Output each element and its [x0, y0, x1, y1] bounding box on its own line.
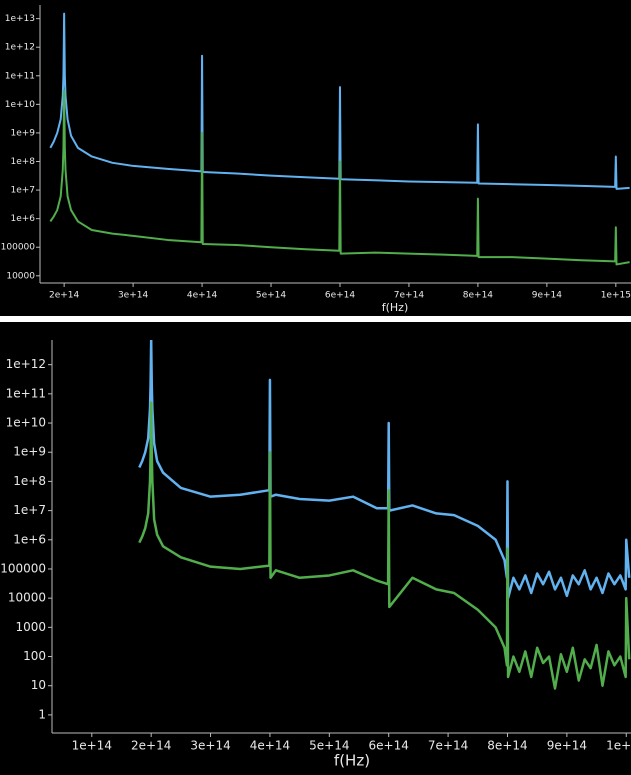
- x-tick-label: 2e+14: [131, 739, 171, 753]
- x-tick-label: 9e+14: [547, 739, 587, 753]
- x-tick-label: 7e+14: [394, 291, 425, 301]
- x-tick-label: 4e+14: [250, 739, 290, 753]
- y-tick-label: 1e+13: [5, 14, 35, 24]
- x-tick-label: 4e+14: [187, 291, 218, 301]
- y-tick-label: 1e+7: [10, 186, 35, 196]
- y-tick-label: 10000: [6, 271, 35, 281]
- y-tick-label: 10: [31, 678, 46, 692]
- x-tick-label: 9e+14: [532, 291, 563, 301]
- y-tick-label: 1e+10: [5, 100, 36, 110]
- y-tick-label: 1e+10: [6, 416, 46, 430]
- y-tick-label: 100: [23, 649, 46, 663]
- series-line: [138, 401, 631, 690]
- series-line: [138, 340, 631, 600]
- x-tick-label: 6e+14: [369, 739, 409, 753]
- plot-area: [49, 12, 630, 266]
- y-tick-label: 1e+6: [13, 532, 46, 546]
- x-tick-label: 2e+14: [49, 291, 80, 301]
- x-tick-label: 8e+14: [487, 739, 527, 753]
- x-axis-title: f(Hz): [382, 301, 409, 314]
- x-axis-title: f(Hz): [334, 752, 370, 770]
- plot-area: [138, 340, 631, 690]
- x-tick-label: 1e+15: [601, 291, 631, 301]
- x-tick-label: 3e+14: [118, 291, 149, 301]
- y-tick-label: 1e+9: [13, 445, 46, 459]
- x-tick-label: 5e+14: [309, 739, 349, 753]
- y-tick-label: 1e+6: [10, 214, 35, 224]
- y-tick-label: 1e+8: [10, 157, 35, 167]
- x-tick-label: 1e+15: [606, 739, 631, 753]
- y-tick-label: 1e+11: [5, 71, 35, 81]
- y-tick-label: 100000: [1, 243, 36, 253]
- separator: [0, 316, 631, 322]
- y-tick-label: 1e+12: [6, 357, 46, 371]
- y-tick-label: 1e+7: [13, 503, 46, 517]
- x-tick-label: 1e+14: [72, 739, 112, 753]
- y-tick-label: 100000: [0, 561, 46, 575]
- x-tick-label: 7e+14: [428, 739, 468, 753]
- y-tick-label: 10000: [8, 591, 46, 605]
- y-tick-label: 1e+11: [6, 386, 46, 400]
- x-tick-label: 6e+14: [325, 291, 356, 301]
- series-line: [49, 89, 630, 266]
- y-tick-label: 1e+9: [10, 128, 35, 138]
- series-line: [49, 12, 630, 190]
- y-tick-label: 1000: [15, 620, 46, 634]
- x-tick-label: 8e+14: [463, 291, 494, 301]
- y-tick-label: 1: [38, 707, 46, 721]
- y-tick-label: 1e+8: [13, 474, 46, 488]
- x-tick-label: 5e+14: [256, 291, 287, 301]
- y-tick-label: 1e+12: [5, 43, 35, 53]
- x-tick-label: 3e+14: [190, 739, 230, 753]
